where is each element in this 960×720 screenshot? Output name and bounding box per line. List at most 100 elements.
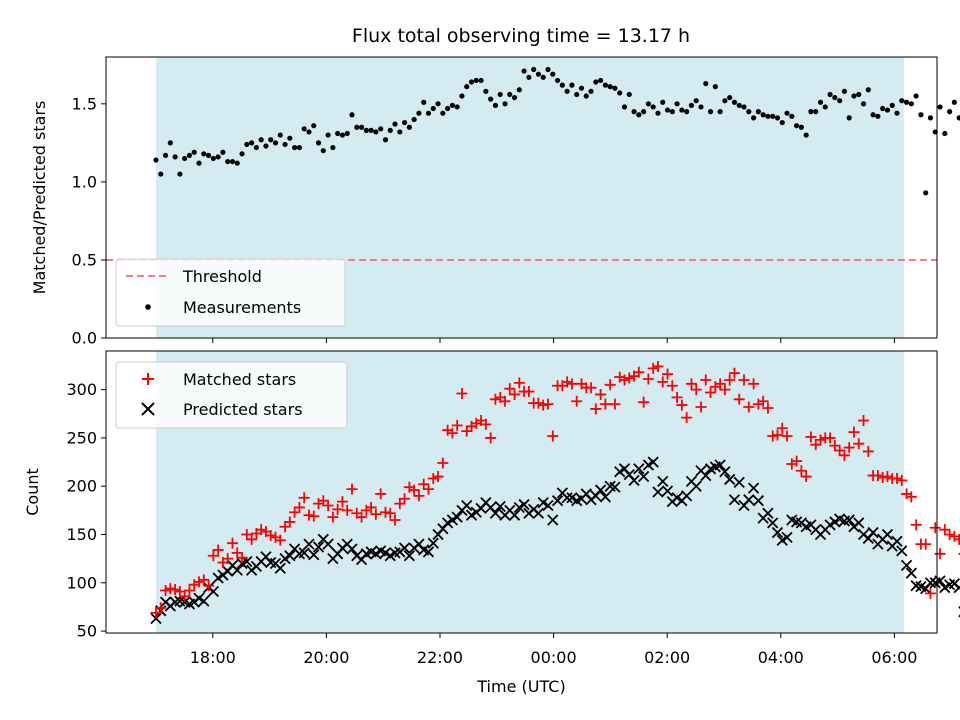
measurement-point [583,93,589,99]
measurement-point [569,82,575,88]
measurement-point [488,96,494,102]
measurement-point [225,158,231,165]
measurement-point [368,127,374,133]
y-tick-label: 250 [66,428,97,447]
predicted-star-point [728,494,741,506]
measurement-point [741,104,747,110]
measurement-point [755,109,761,115]
matched-star-point [743,401,755,413]
matched-star-point [604,379,616,391]
matched-star-point [509,388,521,400]
predicted-star-point [508,509,521,521]
matched-star-point [274,534,286,546]
measurement-point [918,112,924,118]
predicted-star-point [881,528,894,541]
matched-star-point [231,547,243,559]
measurement-point [201,151,207,157]
measurement-point [626,91,632,98]
predicted-stars-points [150,456,960,625]
matched-star-point [834,444,846,456]
measurement-point [378,126,384,132]
figure-title: Flux total observing time = 13.17 h [352,25,690,47]
matched-star-point [437,457,449,469]
matched-star-point [805,431,817,443]
measurement-point [268,137,274,143]
count-legend-box [115,361,348,429]
time-x-axis: 18:00 20:00 22:00 00:00 02:00 04:00 06:00 [190,633,917,667]
measurement-point [641,109,647,115]
matched-star-point [480,418,492,430]
matched-star-point [657,376,669,388]
predicted-star-point [489,507,502,519]
matched-star-point [838,449,850,461]
measurement-point [794,123,800,129]
matched-star-point [513,377,525,389]
measurement-point [894,110,900,116]
predicted-star-point [150,612,162,625]
matched-star-point [255,524,267,536]
measurement-point [363,127,369,133]
measurement-point [660,99,666,105]
measurement-point [182,155,188,162]
predicted-star-point [652,486,664,498]
matched-star-point [336,496,348,508]
y-tick-label: 200 [66,477,97,496]
measurement-point [540,74,546,80]
matched-star-point [829,440,841,452]
measurement-point [650,104,656,110]
predicted-star-point [398,542,411,554]
measurement-point [440,110,446,116]
matched-star-point [877,472,889,484]
matched-star-point [489,393,501,405]
measurement-point [851,93,857,99]
matched-star-point [432,471,444,483]
matched-star-point [934,548,946,560]
matched-star-point [623,372,635,384]
measurement-point [153,157,159,163]
x-tick-label: 20:00 [303,648,349,667]
measurement-point [454,104,460,110]
matched-star-point [585,382,597,394]
measurement-point [597,77,604,84]
measurement-point [703,80,709,87]
predicted-star-point [322,538,334,550]
matched-star-point [394,498,406,510]
matched-star-point [738,374,750,386]
measurement-point [172,154,178,160]
measurement-point [449,102,455,108]
matched-star-point [456,387,468,399]
ratio-panel: 0.0 0.5 1.0 1.5 Matched/Predicted stars Thr… [30,56,960,348]
matched-star-point [824,432,836,444]
matched-star-point [633,366,645,378]
predicted-star-point [494,500,506,513]
measurement-point [621,104,628,110]
measurement-point [588,88,594,94]
measurement-point [942,130,948,137]
measurement-point [774,115,781,121]
matched-stars-points [150,360,960,619]
measurement-point [249,140,255,146]
measurement-point [645,101,652,107]
predicted-star-point [308,549,320,561]
measurement-point [808,109,814,115]
measurement-point [535,71,542,77]
matched-star-point [341,504,353,516]
ratio-plot-frame [105,56,938,339]
matched-star-point [198,574,210,586]
matched-star-point [241,528,253,540]
measurement-point [664,107,671,113]
measurement-point [937,104,943,110]
predicted-star-point [547,514,559,526]
matched-star-point [284,516,296,528]
measurement-point [492,102,499,108]
predicted-star-point [561,492,573,504]
matched-star-point [160,585,172,597]
measurement-point [191,149,197,155]
matched-star-point [356,511,368,523]
x-tick-label: 22:00 [417,648,463,667]
measurement-point [789,113,795,119]
measurement-point [186,152,193,158]
y-tick-label: 150 [66,525,97,544]
measurement-point [387,127,393,133]
